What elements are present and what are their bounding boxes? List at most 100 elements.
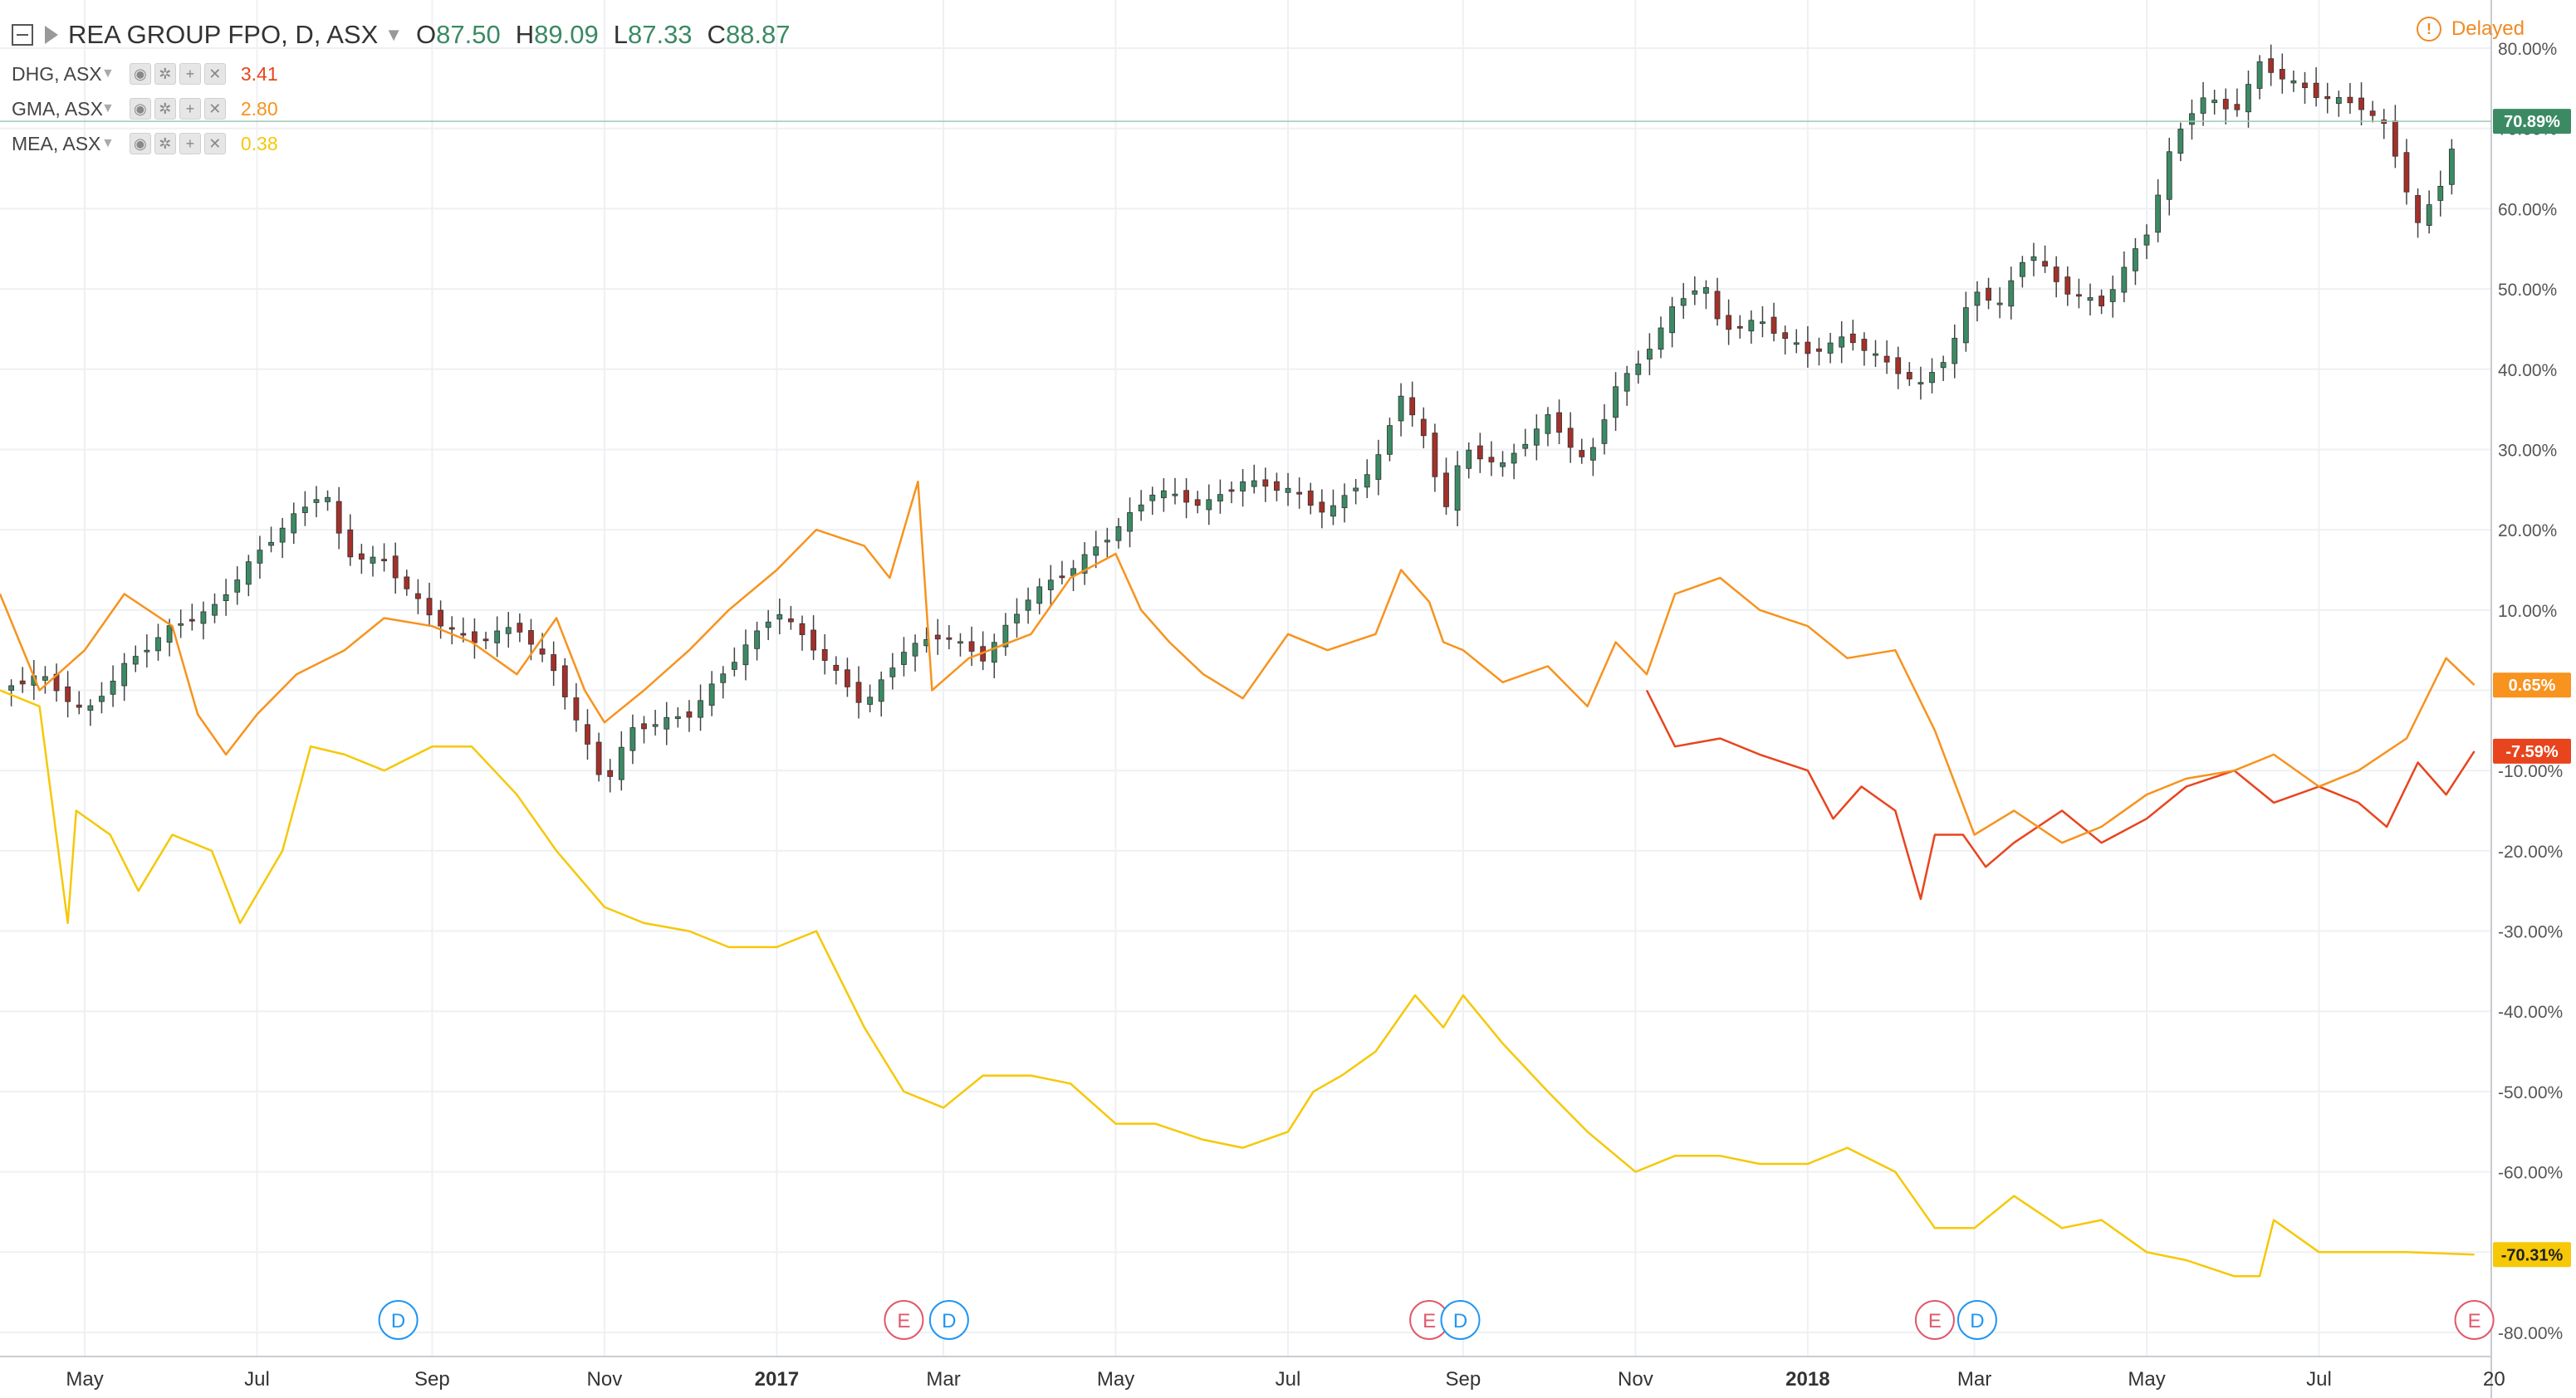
candle-body [2053, 266, 2059, 282]
candle-body [1104, 540, 1110, 543]
earnings-marker[interactable]: E [2454, 1300, 2495, 1340]
symbol-title[interactable]: REA GROUP FPO, D, ASX [68, 20, 379, 49]
plus-icon[interactable]: + [179, 133, 201, 154]
dividend-marker[interactable]: D [1440, 1300, 1481, 1340]
collapse-icon[interactable] [12, 24, 33, 46]
candle-body [2426, 204, 2432, 226]
candle-body [1251, 480, 1257, 487]
candle-body [2415, 195, 2421, 223]
close-value: C88.87 [707, 20, 791, 49]
plus-icon[interactable]: + [179, 63, 201, 85]
candle-body [505, 627, 512, 634]
chevron-down-icon[interactable]: ▼ [101, 66, 115, 81]
marker-label: E [2468, 1310, 2481, 1332]
candle-body [1307, 490, 1314, 506]
eye-icon[interactable]: ◉ [129, 63, 151, 85]
eye-icon[interactable]: ◉ [129, 133, 151, 154]
candle-body [957, 641, 963, 644]
candle-body [335, 501, 342, 534]
flag-icon[interactable] [45, 26, 58, 44]
candle-body [1059, 575, 1065, 579]
candle-body [1149, 494, 1156, 501]
candle-body [833, 664, 840, 671]
price-axis-label: -60.00% [2498, 1164, 2563, 1183]
compare-row-mea[interactable]: MEA, ASX ▼ ◉ ✲ + ✕ 0.38 [12, 126, 806, 161]
eye-icon[interactable]: ◉ [129, 98, 151, 120]
chevron-down-icon[interactable]: ▼ [101, 101, 115, 115]
close-icon[interactable]: ✕ [203, 98, 226, 120]
candle-body [765, 621, 771, 628]
candle-body [1545, 414, 1551, 434]
marker-label: E [1928, 1310, 1942, 1332]
candle-body [1793, 342, 1800, 345]
time-axis-label: 2018 [1785, 1368, 1829, 1391]
candle-body [2030, 256, 2037, 262]
price-axis-label: 20.00% [2498, 521, 2557, 540]
candle-body [1398, 395, 1404, 422]
candle-body [1466, 449, 1472, 469]
compare-symbol[interactable]: DHG, ASX [12, 62, 102, 85]
chevron-down-icon[interactable]: ▼ [384, 24, 404, 45]
candle-body [787, 618, 794, 623]
time-axis-label: 2017 [755, 1368, 799, 1391]
compare-symbol[interactable]: MEA, ASX [12, 132, 101, 154]
candle-body [1601, 419, 1608, 444]
candle-body [2448, 149, 2455, 185]
candle-body [1387, 425, 1393, 455]
candle-body [754, 630, 760, 649]
price-axis-label: 50.00% [2498, 281, 2557, 300]
gear-icon[interactable]: ✲ [154, 63, 176, 85]
candle-body [2437, 185, 2444, 201]
candle-body [1183, 490, 1189, 503]
marker-circle [1440, 1300, 1481, 1340]
last-value-badge: -7.59% [2493, 738, 2571, 764]
earnings-marker[interactable]: E [1914, 1300, 1955, 1340]
candle-body [313, 499, 320, 503]
time-axis-label: Jul [1276, 1368, 1301, 1391]
earnings-marker[interactable]: E [1409, 1300, 1450, 1340]
marker-label: D [1970, 1310, 1984, 1332]
close-icon[interactable]: ✕ [203, 63, 226, 85]
series-line [1645, 689, 2476, 901]
candle-body [1613, 386, 1619, 418]
gear-icon[interactable]: ✲ [154, 133, 176, 154]
earnings-marker[interactable]: E [884, 1300, 924, 1340]
candle-body [1556, 412, 1562, 433]
compare-symbol[interactable]: GMA, ASX [12, 97, 103, 120]
price-axis-label: -40.00% [2498, 1003, 2563, 1022]
compare-row-gma[interactable]: GMA, ASX ▼ ◉ ✲ + ✕ 2.80 [12, 91, 806, 126]
dividend-marker[interactable]: D [928, 1300, 969, 1340]
compare-row-dhg[interactable]: DHG, ASX ▼ ◉ ✲ + ✕ 3.41 [12, 56, 806, 91]
series-tools: ◉ ✲ + ✕ [129, 63, 226, 85]
candle-body [1319, 501, 1325, 513]
chevron-down-icon[interactable]: ▼ [101, 136, 115, 150]
candle-body [8, 685, 15, 691]
candle-body [347, 529, 354, 558]
candle-body [257, 550, 263, 564]
last-value-badge: -70.31% [2493, 1242, 2571, 1268]
candle-body [2166, 151, 2172, 200]
marker-label: E [1423, 1310, 1436, 1332]
candle-body [573, 697, 580, 721]
candle-body [2347, 96, 2353, 104]
candle-body [934, 634, 941, 640]
candle-body [1240, 481, 1246, 491]
dividend-marker[interactable]: D [1956, 1300, 1997, 1340]
dividend-marker[interactable]: D [378, 1300, 419, 1340]
gear-icon[interactable]: ✲ [154, 98, 176, 120]
plus-icon[interactable]: + [179, 98, 201, 120]
candle-body [178, 623, 184, 626]
price-axis-label: 80.00% [2498, 40, 2557, 59]
price-axis-label: -10.00% [2498, 762, 2563, 781]
candle-body [1217, 494, 1223, 502]
candle-body [1375, 454, 1382, 480]
candle-body [1726, 315, 1732, 330]
candle-body [742, 644, 749, 666]
price-axis-label: 60.00% [2498, 200, 2557, 219]
close-icon[interactable]: ✕ [203, 133, 226, 154]
delayed-indicator[interactable]: ! Delayed [2416, 17, 2525, 42]
candle-body [2064, 276, 2071, 295]
time-axis-label: Sep [414, 1368, 450, 1391]
candle-body [1047, 579, 1054, 590]
